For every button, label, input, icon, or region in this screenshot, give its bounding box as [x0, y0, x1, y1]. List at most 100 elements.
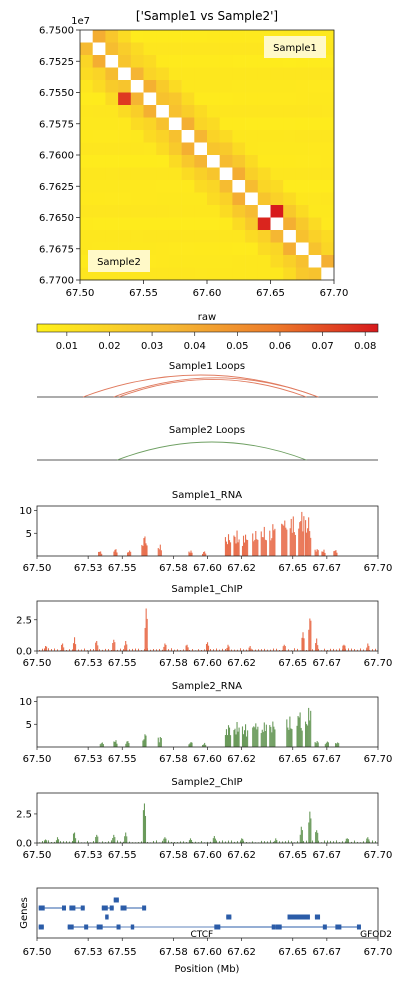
heatmap-cell [270, 267, 284, 281]
track-bar [114, 549, 116, 556]
heatmap-cell [105, 217, 119, 231]
track-panel: Sample1_RNA 5 10 67.50 67.53 67.55 67.58 67.60 6… [19, 490, 392, 574]
colorbar-label: raw [198, 312, 216, 323]
track-bar [334, 550, 336, 556]
track-bar [315, 551, 317, 556]
heatmap-cell [168, 167, 182, 181]
heatmap-cell [92, 217, 106, 231]
track-noise-bar [126, 841, 127, 843]
track-noise-bar [318, 648, 319, 651]
heatmap-cell [232, 67, 246, 81]
heatmap-cell [143, 67, 157, 81]
heatmap-y-tick-label: 6.7650 [39, 213, 74, 224]
gene-exon [120, 905, 127, 911]
track-noise-bar [183, 841, 184, 843]
track-bar [253, 541, 255, 556]
heatmap-cell [321, 167, 335, 181]
genes-x-tick-label: 67.53 [74, 947, 103, 958]
heatmap-cell [219, 55, 233, 68]
track-noise-bar [357, 841, 358, 843]
heatmap-cell [80, 217, 93, 231]
track-y-tick-label: 0.0 [16, 647, 32, 658]
heatmap-cell [130, 155, 144, 168]
track-bar [126, 644, 128, 651]
heatmap-cell [194, 205, 208, 218]
signal-tracks: Sample1_RNA 5 10 67.50 67.53 67.55 67.58 67.60 6… [16, 490, 392, 861]
genes-x-tick-label: 67.67 [313, 947, 342, 958]
track-bar [144, 734, 146, 747]
track-bar [233, 730, 235, 747]
heatmap-cell [168, 67, 182, 81]
gene-exon [271, 924, 276, 930]
track-bar [97, 645, 99, 651]
heatmap-cell [257, 192, 271, 206]
heatmap-cell [207, 105, 220, 118]
genes-xlabel: Position (Mb) [175, 964, 240, 975]
heatmap-cell [270, 67, 284, 81]
heatmap-cell [257, 267, 271, 281]
heatmap-cell [245, 55, 259, 68]
track-noise-bar [153, 649, 154, 651]
track-x-tick-label: 67.67 [313, 754, 342, 765]
colorbar-tick-label: 0.06 [269, 341, 291, 352]
gene-exon [130, 924, 135, 930]
track-bar [316, 741, 318, 747]
heatmap-cell [80, 155, 93, 168]
track-bar [75, 838, 77, 843]
track-title: Sample2_RNA [172, 681, 242, 692]
track-x-tick-label: 67.53 [74, 754, 103, 765]
heatmap-cell [308, 155, 322, 168]
gene-label: GFOD2 [360, 930, 392, 940]
heatmap-cell [181, 67, 195, 81]
heatmap-cell [283, 80, 297, 93]
track-noise-bar [123, 841, 124, 843]
heatmap-cell [118, 42, 132, 56]
heatmap-cell [105, 105, 119, 118]
track-noise-bar [273, 648, 274, 651]
heatmap-cell [283, 242, 297, 256]
track-noise-bar [330, 840, 331, 843]
track-bar [238, 727, 240, 747]
heatmap-cell [232, 192, 246, 206]
track-frame [36, 792, 379, 844]
heatmap-cell [321, 55, 335, 68]
heatmap-cell [232, 30, 246, 43]
track-bar [113, 741, 115, 747]
track-bar [142, 740, 144, 747]
track-bar [272, 524, 274, 556]
track-noise-bar [282, 650, 283, 651]
heatmap-cell [80, 230, 93, 243]
heatmap-cell [130, 180, 144, 193]
track-noise-bar [342, 649, 343, 651]
heatmap-cell [156, 155, 170, 168]
heatmap-cell [308, 167, 322, 181]
heatmap-cell [321, 267, 335, 281]
heatmap-cell [92, 180, 106, 193]
track-noise-bar [201, 650, 202, 651]
genes-x-tick-label: 67.50 [23, 947, 52, 958]
track-bar [314, 742, 316, 747]
heatmap-cell [143, 80, 157, 93]
track-bar [95, 837, 97, 843]
track-bar [323, 549, 325, 556]
heatmap-cell [92, 80, 106, 93]
heatmap-cell [181, 217, 195, 231]
heatmap-cell [219, 105, 233, 118]
track-bar [163, 646, 165, 651]
track-bar [226, 735, 229, 747]
track-bar [130, 551, 132, 556]
heatmap-cell [245, 167, 259, 181]
track-noise-bar [117, 649, 118, 651]
track-bar [55, 840, 58, 843]
track-bar [115, 549, 117, 556]
track-bar [101, 553, 103, 556]
heatmap-cell [207, 230, 220, 243]
genes-x-tick-label: 67.70 [364, 947, 393, 958]
heatmap-cell [295, 105, 309, 118]
heatmap-cell [168, 142, 182, 156]
track-noise-bar [39, 649, 40, 651]
track-bar [282, 646, 284, 651]
heatmap-cell [130, 92, 144, 106]
track-noise-bar [363, 649, 364, 651]
